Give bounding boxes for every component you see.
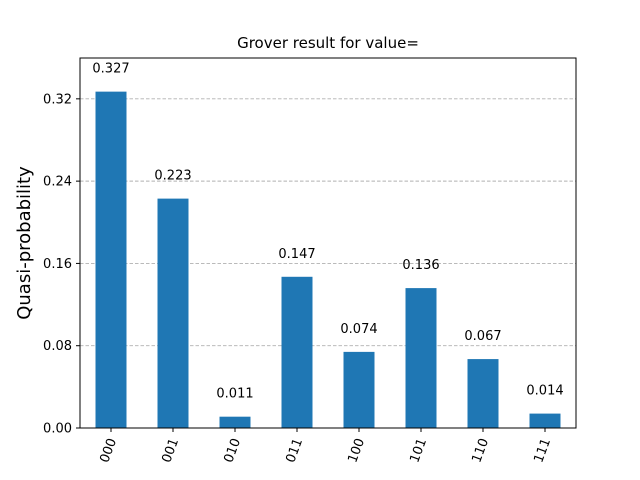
y-tick-label: 0.08 — [43, 339, 72, 354]
bar — [281, 276, 313, 428]
x-axis-ticks: 000 001 010 011 100 101 110 111 — [97, 428, 554, 465]
y-axis-ticks: 0.00 0.08 0.16 0.24 0.32 — [43, 92, 80, 437]
bar-value-label: 0.223 — [154, 169, 191, 184]
bar-value-label: 0.067 — [464, 329, 501, 344]
x-tick-label: 110 — [469, 436, 492, 464]
x-tick-label: 011 — [283, 436, 306, 464]
y-tick-label: 0.16 — [43, 257, 72, 272]
y-tick-label: 0.32 — [43, 92, 72, 107]
bar — [95, 91, 127, 429]
bar-value-label: 0.136 — [402, 258, 439, 273]
chart-title: Grover result for value= — [237, 34, 419, 52]
bar — [219, 416, 251, 428]
x-tick-label: 100 — [345, 436, 368, 464]
bar — [343, 351, 375, 428]
bar — [157, 198, 189, 428]
bar-value-label: 0.074 — [340, 322, 377, 337]
bar-value-label: 0.014 — [526, 384, 563, 399]
bar-value-label: 0.147 — [278, 247, 315, 262]
bar-value-label: 0.011 — [216, 387, 253, 402]
bar — [467, 359, 499, 428]
bar — [529, 413, 561, 428]
grid-lines — [80, 98, 576, 347]
x-tick-label: 101 — [407, 436, 430, 464]
bars — [95, 91, 561, 429]
x-tick-label: 000 — [97, 436, 120, 464]
bar — [405, 288, 437, 428]
bar-value-labels: 0.327 0.223 0.011 0.147 0.074 0.136 0.067 0.014 — [92, 62, 563, 402]
x-tick-label: 010 — [221, 436, 244, 464]
y-tick-label: 0.00 — [43, 422, 72, 437]
y-tick-label: 0.24 — [43, 175, 72, 190]
y-axis-label: Quasi-probability — [14, 166, 35, 320]
bar-value-label: 0.327 — [92, 62, 129, 77]
plot-frame — [79, 57, 577, 429]
x-tick-label: 001 — [159, 436, 182, 464]
x-tick-label: 111 — [531, 436, 554, 464]
